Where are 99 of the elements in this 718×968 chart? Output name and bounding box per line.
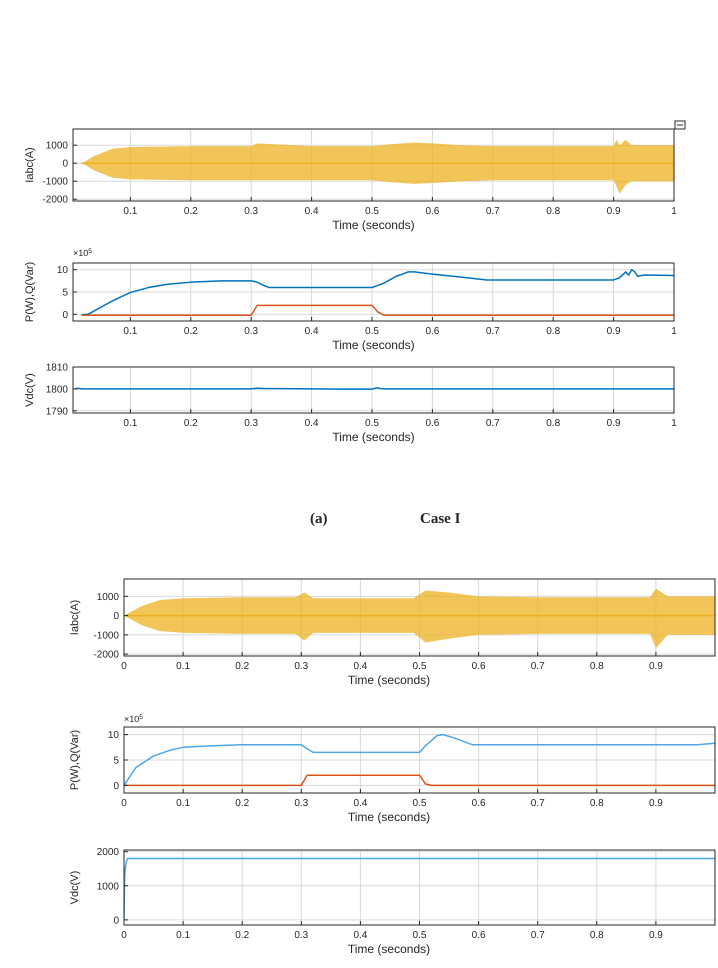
x-tick-label: 0.8 bbox=[590, 798, 604, 809]
x-tick-label: 0.6 bbox=[425, 418, 440, 429]
x-tick-label: 0.3 bbox=[244, 418, 259, 429]
x-tick-label: 0.4 bbox=[353, 930, 368, 941]
x-tick-label: 0.9 bbox=[648, 930, 664, 941]
y-tick-label: 1800 bbox=[46, 384, 68, 396]
x-tick-label: 0.1 bbox=[176, 661, 190, 672]
x-tick-label: 1 bbox=[671, 326, 678, 337]
x-tick-label: 0.3 bbox=[244, 206, 259, 217]
x-tick-label: 0.8 bbox=[590, 930, 604, 941]
x-tick-label: 0 bbox=[121, 930, 128, 941]
x-axis-title: Time (seconds) bbox=[332, 430, 415, 444]
y-tick-label: 5 bbox=[113, 756, 120, 766]
y-tick-label: 0 bbox=[113, 611, 120, 622]
x-tick-label: 0.8 bbox=[546, 326, 561, 337]
x-tick-label: 0.9 bbox=[606, 418, 621, 429]
x-tick-label: 0.9 bbox=[648, 661, 664, 672]
x-tick-label: 0.4 bbox=[353, 798, 368, 809]
x-tick-label: 0.7 bbox=[530, 661, 546, 672]
text: (a) bbox=[310, 511, 328, 527]
y-axis-title: P(W),Q(Var) bbox=[69, 730, 81, 790]
x-tick-label: 0.7 bbox=[486, 206, 500, 217]
line-series bbox=[124, 858, 715, 921]
x-axis-title: Time (seconds) bbox=[332, 218, 415, 232]
x-tick-label: 0.9 bbox=[606, 326, 621, 337]
x-tick-label: 0 bbox=[121, 661, 128, 672]
x-tick-label: 0.3 bbox=[294, 798, 309, 809]
y-tick-label: -2000 bbox=[42, 194, 68, 206]
x-tick-label: 0.5 bbox=[365, 326, 380, 337]
line-series bbox=[81, 268, 674, 316]
text: ×10$^{5}$ bbox=[124, 714, 144, 724]
y-axis-title: Vdc(V) bbox=[69, 870, 81, 904]
y-axis-title: Vdc(V) bbox=[24, 373, 36, 407]
y-axis-title: Iabc(A) bbox=[69, 600, 81, 636]
x-tick-label: 0.5 bbox=[412, 661, 427, 672]
x-tick-label: 0.9 bbox=[648, 798, 664, 809]
y-tick-label: 1790 bbox=[46, 406, 68, 418]
x-tick-label: 0.3 bbox=[244, 326, 259, 337]
x-tick-label: 0.8 bbox=[546, 206, 561, 217]
x-tick-label: 0.2 bbox=[235, 661, 250, 672]
x-tick-label: 0.8 bbox=[546, 418, 561, 429]
x-tick-label: 0.2 bbox=[184, 326, 198, 337]
x-tick-label: 0.4 bbox=[304, 418, 319, 429]
x-tick-label: 0.6 bbox=[425, 206, 440, 217]
y-axis-title: P(W),Q(Var) bbox=[24, 262, 36, 322]
y-tick-label: 1000 bbox=[96, 592, 120, 603]
x-tick-label: 0.5 bbox=[365, 206, 380, 217]
x-tick-label: 0.1 bbox=[123, 326, 138, 337]
y-tick-label: 0 bbox=[113, 780, 120, 792]
x-tick-label: 0.2 bbox=[184, 206, 198, 217]
y-tick-label: 1000 bbox=[46, 140, 68, 152]
y-tick-label: 2000 bbox=[96, 847, 120, 858]
x-axis-title: Time (seconds) bbox=[348, 673, 430, 687]
x-tick-label: 0.8 bbox=[590, 661, 604, 672]
x-tick-label: 0.7 bbox=[486, 326, 500, 337]
x-tick-label: 0.5 bbox=[412, 930, 427, 941]
y-tick-label: 10 bbox=[56, 265, 68, 276]
x-tick-label: 0.6 bbox=[472, 798, 486, 809]
x-tick-label: 0.4 bbox=[304, 326, 319, 337]
y-tick-label: 1000 bbox=[96, 881, 120, 892]
x-tick-label: 0 bbox=[121, 798, 128, 809]
x-tick-label: 0.2 bbox=[235, 798, 250, 809]
y-tick-label: 0 bbox=[62, 158, 68, 170]
x-tick-label: 0.7 bbox=[530, 930, 546, 941]
x-tick-label: 0.2 bbox=[184, 418, 198, 429]
x-tick-label: 0.2 bbox=[235, 930, 250, 941]
x-tick-label: 0.1 bbox=[123, 418, 138, 429]
line-series bbox=[124, 734, 715, 786]
y-tick-label: -2000 bbox=[93, 650, 120, 661]
x-tick-label: 0.1 bbox=[176, 798, 190, 809]
x-axis-title: Time (seconds) bbox=[348, 810, 430, 824]
text: Case I bbox=[420, 511, 461, 527]
y-tick-label: 5 bbox=[62, 288, 68, 298]
y-tick-label: 10 bbox=[108, 730, 120, 742]
x-tick-label: 0.1 bbox=[176, 930, 190, 941]
x-axis-title: Time (seconds) bbox=[332, 338, 415, 352]
x-tick-label: 0.6 bbox=[472, 930, 486, 941]
x-tick-label: 0.9 bbox=[606, 206, 621, 217]
x-tick-label: 0.1 bbox=[123, 206, 138, 217]
y-tick-label: -1000 bbox=[93, 630, 120, 642]
x-tick-label: 0.7 bbox=[486, 418, 500, 429]
y-axis-title: Iabc(A) bbox=[24, 147, 36, 183]
x-tick-label: 1 bbox=[671, 418, 678, 429]
y-tick-label: -1000 bbox=[42, 176, 68, 188]
x-tick-label: 0.7 bbox=[530, 798, 546, 809]
x-axis-title: Time (seconds) bbox=[348, 942, 430, 956]
x-tick-label: 0.4 bbox=[353, 661, 368, 672]
x-tick-label: 0.6 bbox=[472, 661, 486, 672]
x-tick-label: 0.6 bbox=[425, 326, 440, 337]
y-tick-label: 0 bbox=[113, 915, 120, 926]
x-tick-label: 1 bbox=[671, 206, 678, 217]
x-tick-label: 0.3 bbox=[294, 661, 309, 672]
x-tick-label: 0.3 bbox=[294, 930, 309, 941]
y-tick-label: 1810 bbox=[46, 362, 68, 374]
x-tick-label: 0.4 bbox=[304, 206, 319, 217]
text: ×10$^{5}$ bbox=[73, 248, 92, 258]
y-tick-label: 0 bbox=[62, 310, 68, 321]
x-tick-label: 0.5 bbox=[365, 418, 380, 429]
x-tick-label: 0.5 bbox=[412, 798, 427, 809]
